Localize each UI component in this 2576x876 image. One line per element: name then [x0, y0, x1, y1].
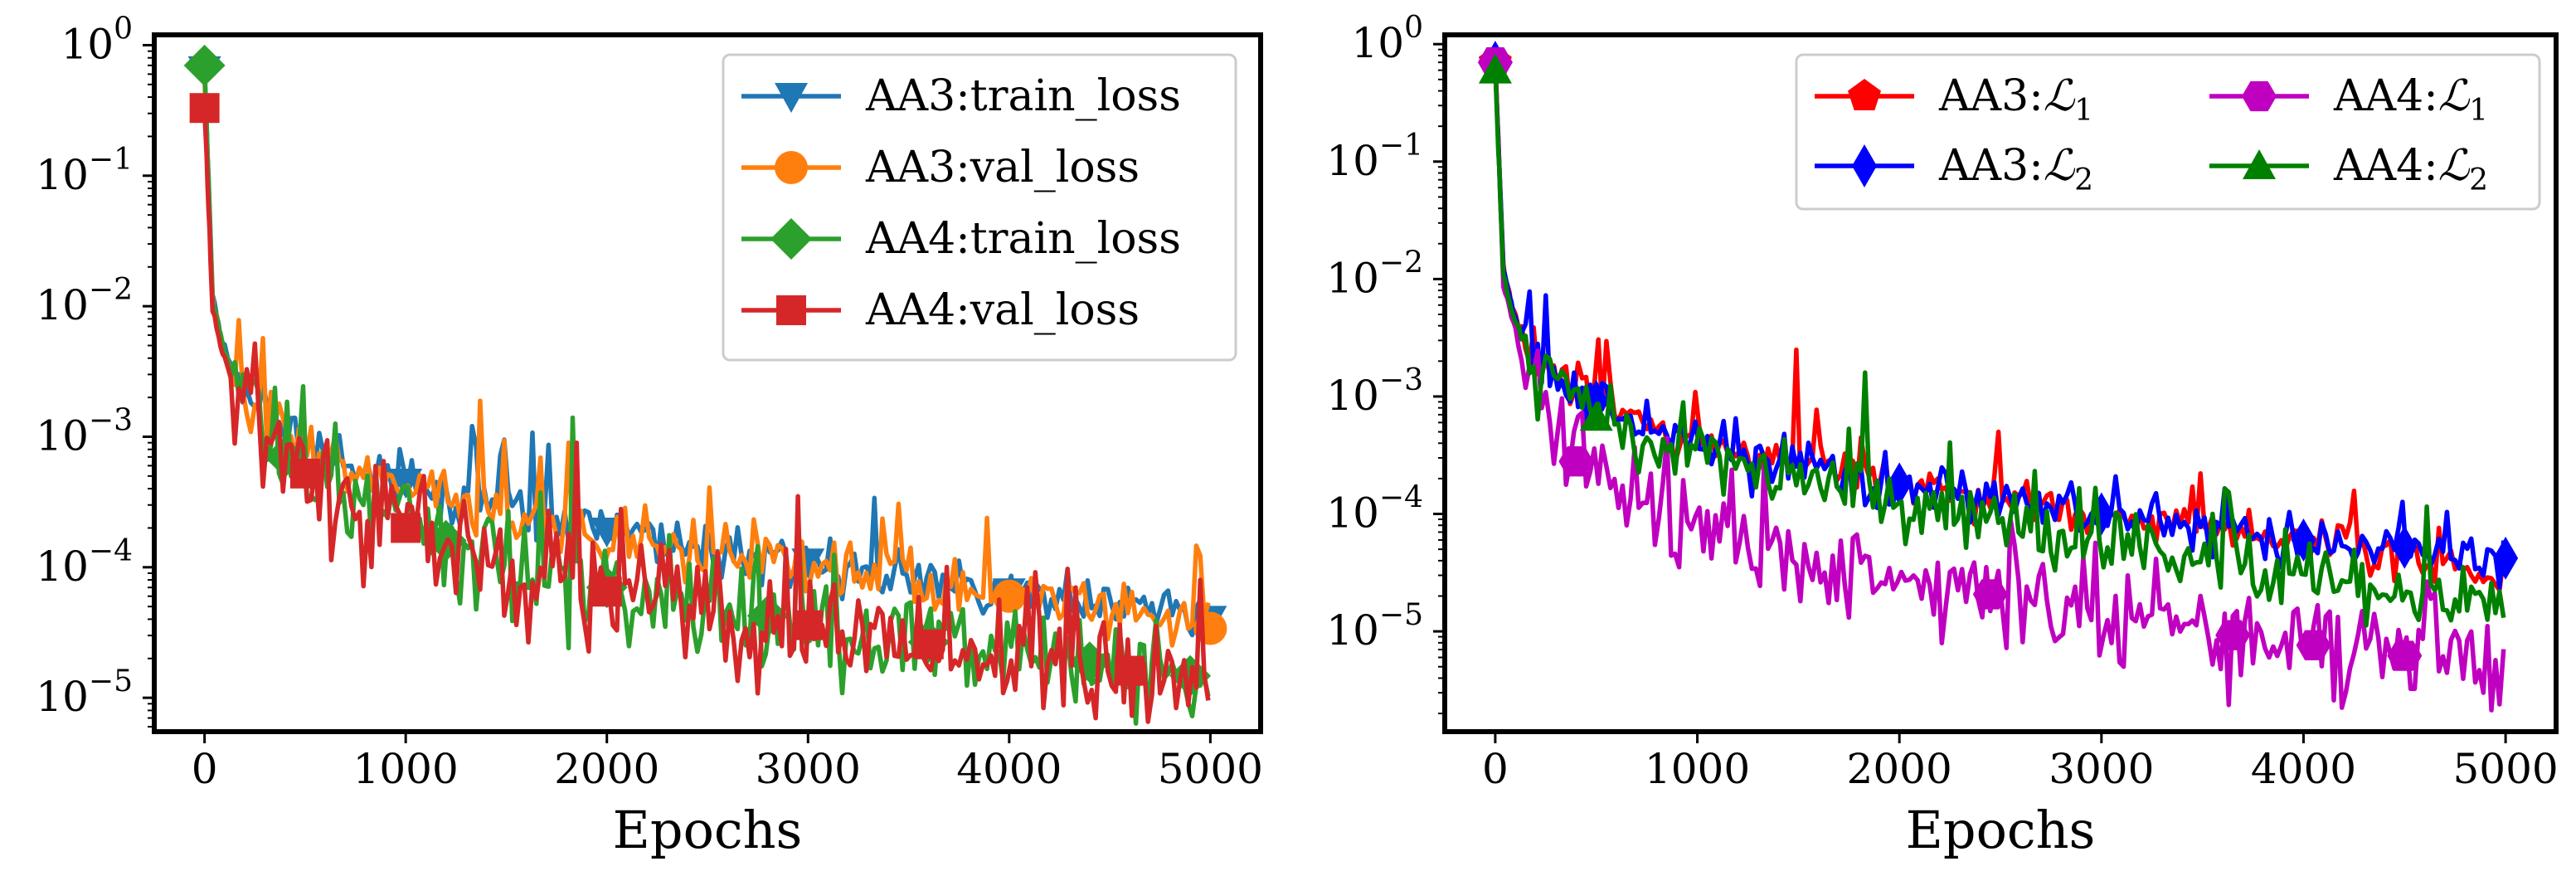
legend-label: AA4:val_loss: [865, 285, 1140, 335]
series-marker-AA4:val_loss: [913, 629, 944, 659]
y-tick-label: 10−2: [1326, 246, 1423, 302]
y-tick-label: 100: [61, 12, 133, 68]
legend-label: AA4:ℒ2: [2333, 141, 2488, 197]
legend: AA3:ℒ1 AA3:ℒ2 AA4:ℒ1 AA4:ℒ2: [1795, 53, 2541, 211]
legend-marker: [1852, 144, 1877, 187]
y-tick-label: 10−4: [1326, 481, 1423, 538]
y-tick-label: 10−2: [36, 273, 133, 329]
legend-item: AA3:ℒ2: [1815, 141, 2093, 197]
x-tick-label: 0: [1482, 745, 1509, 793]
series-line-AA4:val_loss: [202, 110, 1211, 724]
series-marker-AA4:val_loss: [391, 513, 421, 543]
legend-item: AA3:train_loss: [741, 71, 1181, 121]
series-marker-AA4:val_loss: [189, 93, 220, 124]
series-marker-AA4:L1: [2387, 640, 2423, 671]
legend-box: [1795, 53, 2541, 211]
axes-frame: [152, 32, 1263, 734]
legend-marker: [775, 151, 808, 184]
series-marker-AA4:val_loss: [289, 458, 320, 489]
x-tick-label: 5000: [2452, 745, 2558, 793]
legend-label: AA3:ℒ1: [1938, 71, 2093, 128]
x-tick-label: 2000: [1847, 745, 1952, 793]
series-marker-AA4:L1: [1972, 579, 2008, 610]
y-tick-label: 10−5: [1326, 598, 1423, 655]
legend-item: AA4:ℒ1: [2209, 71, 2488, 128]
right-panel: 0 1000 2000 3000 4000 5000 100 10−1 10−2 10−3 10−4…: [1326, 11, 2559, 860]
legend-label: AA3:val_loss: [865, 143, 1140, 192]
legend-marker: [770, 218, 812, 260]
series-marker-AA3:L2: [2392, 525, 2418, 569]
legend-label: AA3:ℒ2: [1938, 141, 2093, 197]
legend-marker: [776, 295, 806, 325]
series-marker-AA4:L1: [2215, 620, 2251, 650]
legend-marker: [2242, 80, 2277, 112]
legend-box: [722, 53, 1237, 362]
x-tick-label: 1000: [1645, 745, 1750, 793]
series-marker-AA4:L1: [2296, 630, 2331, 660]
x-axis-label: Epochs: [613, 800, 803, 860]
y-tick-label: 10−4: [36, 534, 133, 591]
y-tick-label: 10−3: [36, 403, 133, 460]
x-axis-label: Epochs: [1906, 800, 2096, 860]
plot-area: [183, 44, 1227, 726]
series-marker-AA4:L2: [1579, 401, 1613, 431]
legend-marker: [1848, 79, 1881, 110]
series-marker-AA4:L1: [1558, 446, 1594, 477]
series-marker-AA4:val_loss: [591, 577, 622, 607]
x-tick-label: 4000: [956, 745, 1062, 793]
x-tick-label: 3000: [756, 745, 861, 793]
left-panel: 0 1000 2000 3000 4000 5000 100 10−1 10−2 10−3 10−4…: [36, 12, 1263, 860]
series-line-AA4:train_loss: [202, 62, 1211, 726]
legend: AA3:train_loss AA3:val_loss AA4:train_loss…: [722, 53, 1237, 362]
axes-frame: [1442, 32, 2559, 734]
legend-label: AA4:train_loss: [865, 214, 1181, 264]
legend-item: AA3:ℒ1: [1815, 71, 2093, 128]
y-tick-label: 10−5: [36, 664, 133, 721]
series-marker-AA3:L2: [2493, 536, 2519, 580]
legend-item: AA4:ℒ2: [2209, 141, 2488, 197]
legend-marker: [2243, 149, 2276, 179]
y-tick-label: 10−1: [1326, 129, 1423, 185]
y-tick-label: 100: [1351, 11, 1423, 67]
legend-item: AA3:val_loss: [741, 143, 1140, 192]
x-tick-label: 4000: [2251, 745, 2356, 793]
legend-item: AA4:val_loss: [741, 285, 1140, 335]
series-marker-AA4:val_loss: [793, 610, 824, 640]
y-tick-label: 10−3: [1326, 363, 1423, 420]
series-marker-AA4:train_loss: [183, 44, 226, 86]
series-marker-AA4:val_loss: [1115, 655, 1145, 686]
series-line-AA4:L2: [1493, 66, 2506, 628]
legend-label: AA3:train_loss: [865, 71, 1181, 121]
x-tick-label: 0: [192, 745, 218, 793]
series-marker-AA3:train_loss: [389, 469, 423, 499]
legend-label: AA4:ℒ1: [2333, 71, 2488, 128]
x-tick-label: 5000: [1158, 745, 1263, 793]
legend-marker: [775, 83, 808, 113]
series-marker-AA4:L2: [1478, 53, 1512, 84]
x-tick-label: 2000: [554, 745, 659, 793]
y-tick-label: 10−1: [36, 143, 133, 199]
x-tick-label: 1000: [353, 745, 459, 793]
x-tick-label: 3000: [2049, 745, 2154, 793]
legend-item: AA4:train_loss: [741, 214, 1181, 264]
plot-area: [1477, 41, 2519, 713]
